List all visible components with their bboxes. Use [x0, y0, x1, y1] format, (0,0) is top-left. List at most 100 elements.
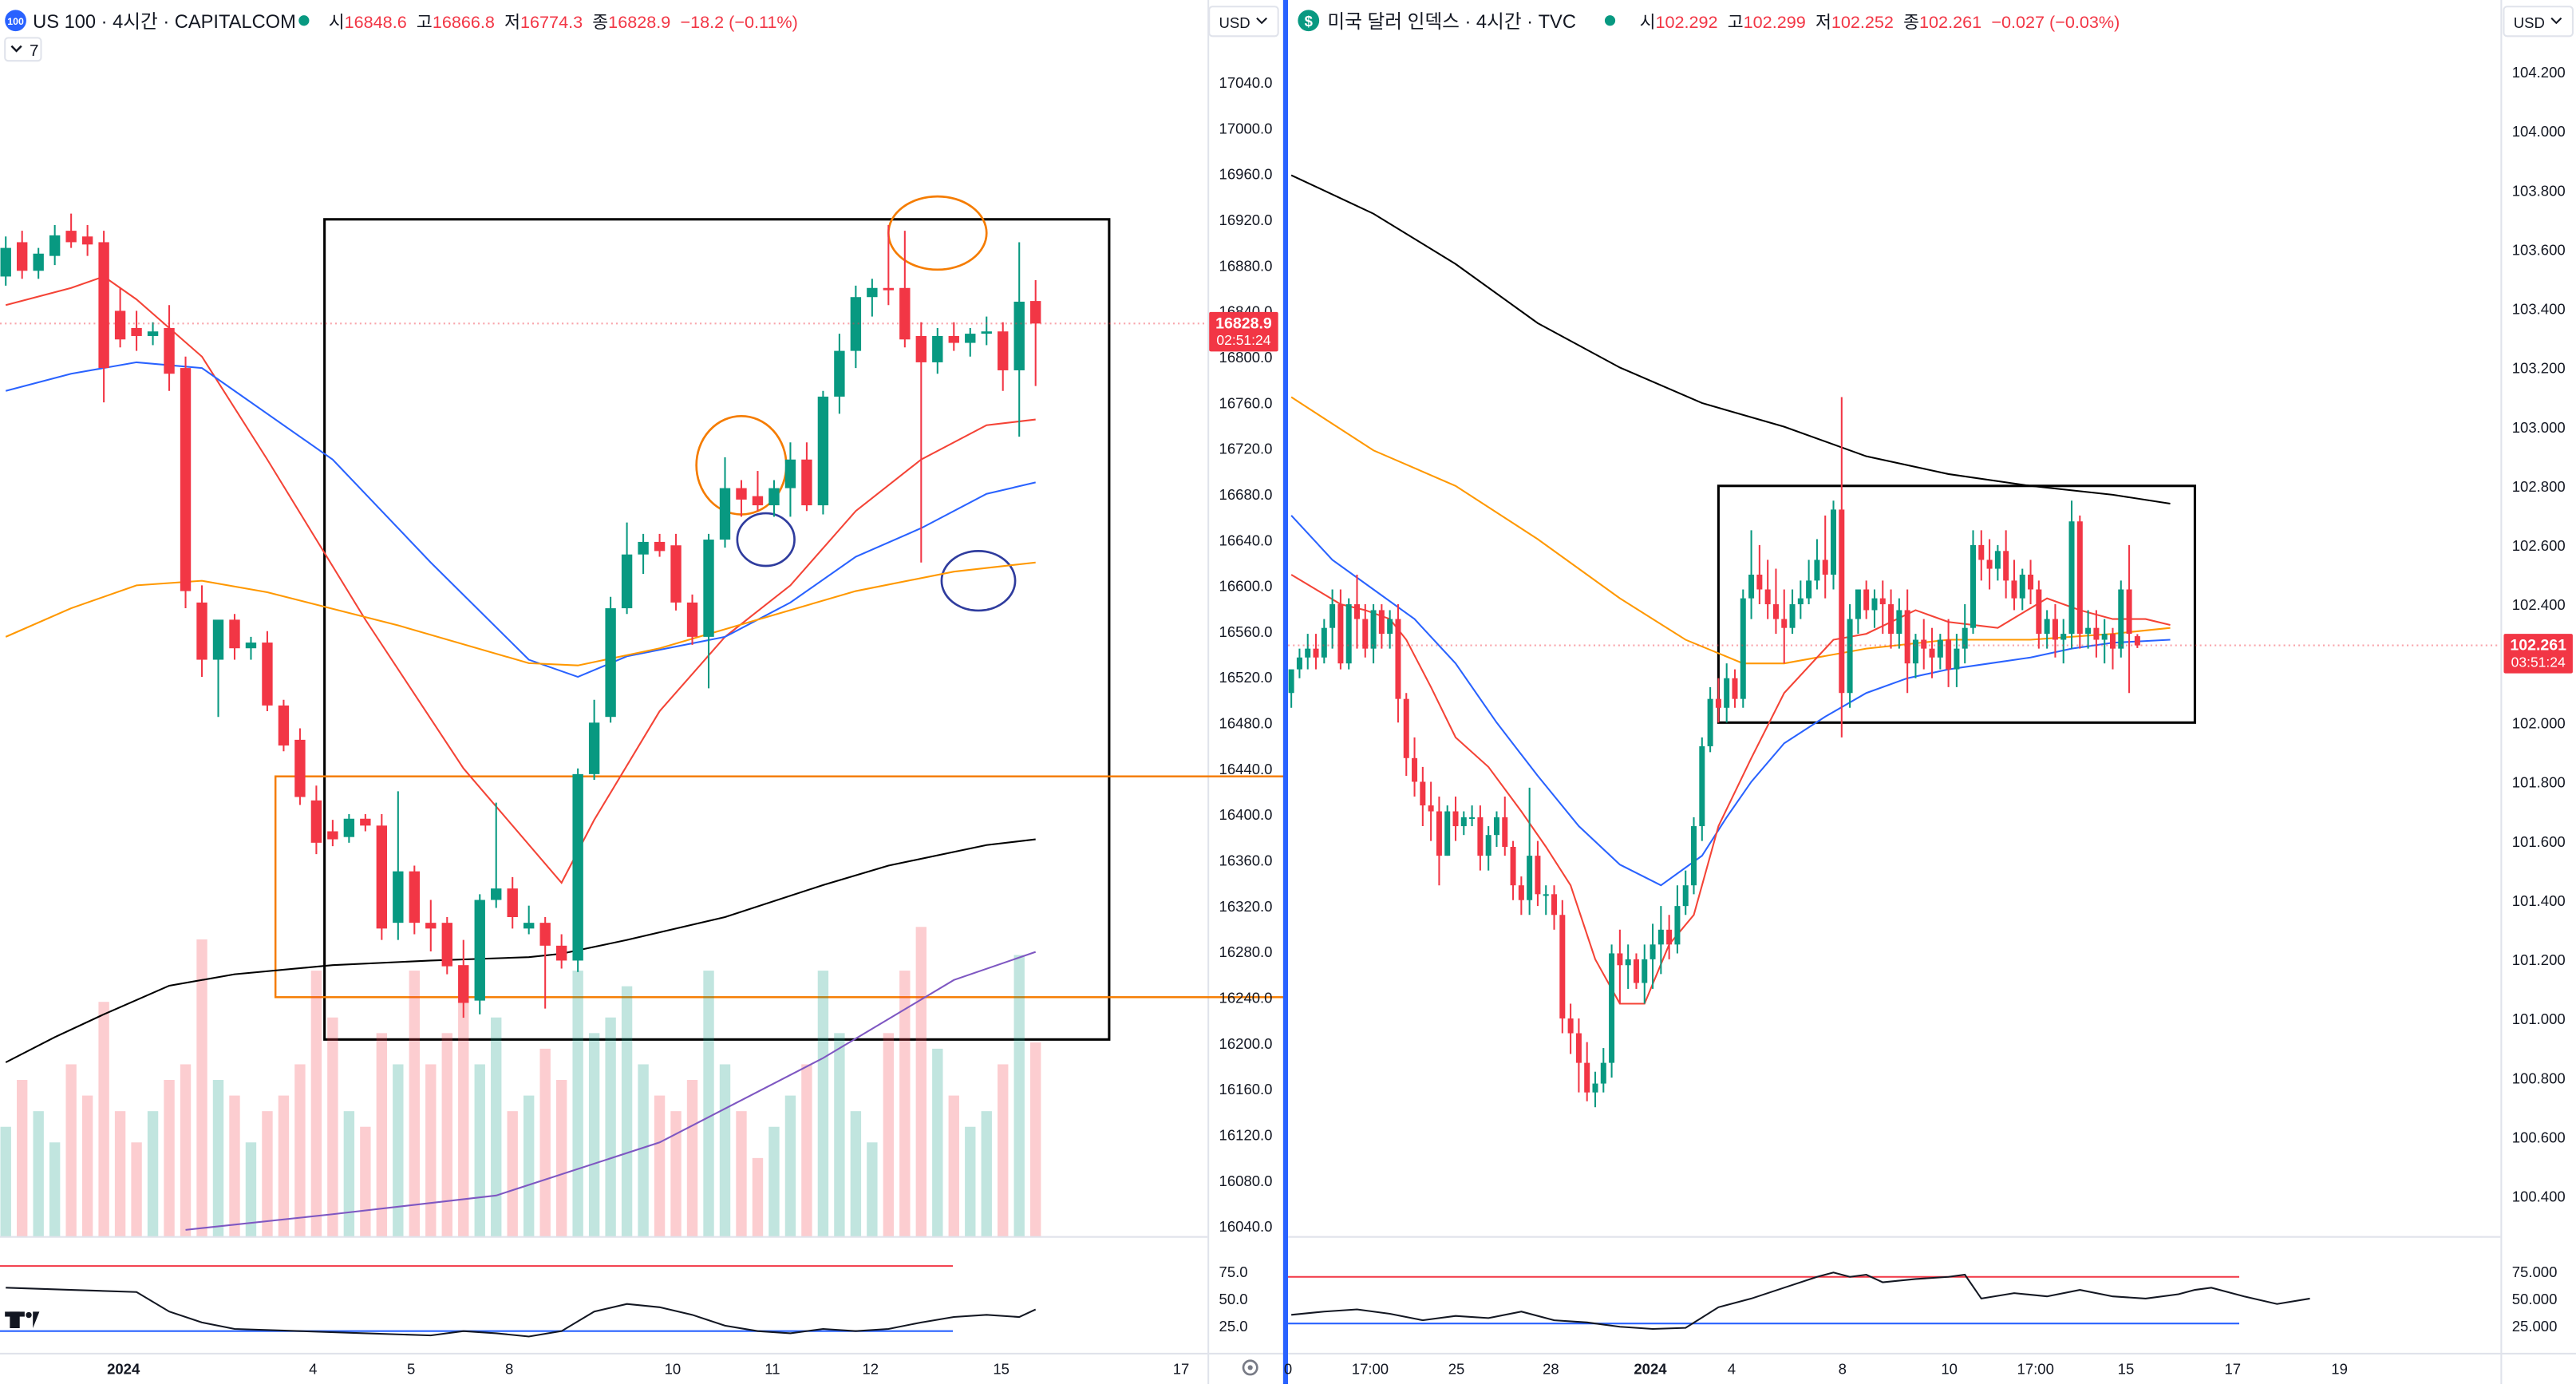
price-tick-label: 100.400	[2512, 1188, 2566, 1205]
candle-body	[1823, 560, 1828, 575]
oscillator-tick-label: 50.0	[1219, 1291, 1248, 1307]
price-tick-label: 16600.0	[1219, 578, 1273, 595]
candle-body	[1486, 835, 1491, 856]
price-tick-label: 103.400	[2512, 301, 2566, 318]
candle-body	[2020, 575, 2025, 599]
candle-body	[1995, 551, 2001, 568]
candle-body	[949, 336, 959, 343]
candle	[1740, 590, 1746, 708]
price-tick-label: 16160.0	[1219, 1081, 1273, 1097]
candle-body	[1592, 1084, 1598, 1093]
candle-body	[1453, 812, 1459, 827]
candle-body	[1716, 699, 1721, 708]
candle-body	[1576, 1034, 1582, 1063]
candle-body	[1444, 812, 1450, 856]
time-tick-label: 4	[1728, 1361, 1736, 1378]
right-countdown: 03:51:24	[2511, 654, 2566, 670]
volume-bar	[311, 971, 322, 1236]
price-tick-label: 16360.0	[1219, 852, 1273, 869]
left-close-value: 16828.9	[608, 12, 670, 32]
price-tick-label: 16560.0	[1219, 623, 1273, 640]
left-countdown: 02:51:24	[1216, 332, 1270, 348]
volume-bar	[899, 971, 910, 1236]
right-chart-panel[interactable]: 100.400100.600100.800101.000101.200101.4…	[1284, 0, 2576, 1384]
price-tick-label: 101.200	[2512, 951, 2566, 968]
candle-body	[1477, 817, 1483, 856]
candle-body	[1699, 746, 1705, 826]
candle	[279, 700, 289, 751]
candle-body	[1773, 604, 1779, 619]
volume-bar	[294, 1064, 305, 1236]
candle-body	[1748, 575, 1754, 599]
right-symbol-title[interactable]: 미국 달러 인덱스 · 4시간 · TVC	[1327, 11, 1575, 33]
price-tick-label: 101.600	[2512, 833, 2566, 850]
time-tick-label: 15	[993, 1361, 1009, 1378]
candle-body	[311, 801, 322, 843]
candle	[1559, 900, 1565, 1034]
candle-body	[932, 336, 942, 362]
volume-bar	[196, 939, 207, 1236]
panel-separator[interactable]	[1283, 0, 1288, 1384]
candle-body	[1987, 560, 1993, 568]
candle-body	[622, 555, 632, 608]
price-tick-label: 16240.0	[1219, 990, 1273, 1006]
gear-hub	[1248, 1365, 1253, 1370]
candle-body	[1970, 545, 1976, 628]
candle-body	[360, 819, 370, 826]
candle	[572, 769, 583, 972]
volume-bar	[508, 1111, 518, 1236]
left-open-value: 16848.6	[345, 12, 407, 32]
price-tick-label: 103.000	[2512, 419, 2566, 436]
left-symbol-title[interactable]: US 100 · 4시간 · CAPITALCOM	[33, 11, 296, 33]
price-tick-label: 16440.0	[1219, 761, 1273, 777]
candle-body	[344, 819, 354, 837]
price-tick-label: 103.600	[2512, 241, 2566, 258]
candle-body	[213, 619, 223, 659]
candle-body	[1404, 699, 1409, 758]
price-tick-label: 16960.0	[1219, 166, 1273, 183]
right-last-price-label: 102.261 03:51:24	[2503, 634, 2572, 673]
candle	[180, 357, 191, 608]
right-market-status-icon	[1605, 15, 1615, 26]
candle-body	[33, 254, 43, 271]
left-chart-panel[interactable]: 16040.016080.016120.016160.016200.016240…	[0, 0, 1297, 1384]
candle-body	[475, 900, 485, 1001]
candle-body	[1896, 610, 1902, 634]
candle-body	[1806, 580, 1811, 598]
candle-body	[2036, 590, 2041, 635]
candle	[262, 631, 272, 711]
candle-body	[1642, 959, 1647, 983]
candle-body	[1527, 856, 1532, 900]
candle-body	[1674, 906, 1680, 944]
candle-body	[2118, 590, 2124, 649]
volume-bar	[1014, 955, 1025, 1236]
candle-body	[425, 923, 436, 928]
volume-bar	[131, 1142, 141, 1236]
candle-body	[1765, 590, 1771, 605]
candle-body	[1617, 953, 1622, 965]
volume-bar	[768, 1127, 779, 1236]
volume-bar	[982, 1111, 992, 1236]
time-tick-label: 5	[407, 1361, 415, 1378]
time-tick-label: 8	[1839, 1361, 1847, 1378]
candle-body	[736, 488, 746, 500]
candle-body	[1354, 604, 1360, 619]
price-tick-label: 101.800	[2512, 774, 2566, 791]
left-open-label: 시	[329, 12, 345, 32]
volume-bar	[638, 1064, 648, 1236]
candle-body	[1905, 610, 1910, 663]
candle-body	[164, 328, 174, 374]
candle-body	[1847, 619, 1853, 694]
left-low-value: 16774.3	[520, 12, 583, 32]
price-tick-label: 101.400	[2512, 892, 2566, 909]
candle-body	[1930, 649, 1935, 658]
candle-body	[1289, 670, 1294, 694]
candle-body	[1839, 509, 1844, 693]
time-tick-label: 10	[1941, 1361, 1958, 1378]
candle-body	[262, 643, 272, 706]
time-tick-label: 2024	[107, 1361, 140, 1378]
candle-body	[2093, 628, 2099, 640]
time-tick-label: 19	[2331, 1361, 2348, 1378]
price-tick-label: 16920.0	[1219, 212, 1273, 228]
